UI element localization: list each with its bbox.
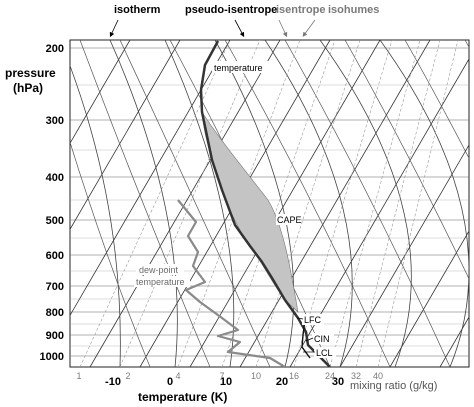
legend-isentrope: isentrope [276, 4, 326, 16]
legend-pseudo-isentrope: pseudo-isentrope [185, 4, 277, 16]
parcel-path [301, 319, 311, 359]
y-tick-500: 500 [46, 215, 64, 227]
mr-tick-10: 10 [251, 371, 261, 381]
diagram-grid [70, 40, 469, 367]
y-axis-ticks: 200 300 400 500 600 700 800 900 1000 [40, 43, 64, 363]
annotations: temperature CAPE dew-point temperature L… [134, 61, 336, 358]
legend-pseudo-isentrope-arrow [234, 19, 245, 38]
mixing-ratio-ticks: 1 2 4 7 10 16 24 32 40 [76, 371, 383, 381]
y-tick-200: 200 [46, 43, 64, 55]
cape-annotation: CAPE [277, 215, 302, 225]
legend-isotherm-arrow [109, 19, 119, 38]
legend-isotherm: isotherm [114, 4, 161, 16]
plot-frame [69, 39, 470, 368]
temp-tick-0: 0 [167, 376, 173, 388]
y-tick-1000: 1000 [40, 351, 64, 363]
mr-tick-1: 1 [76, 371, 81, 381]
temp-tick-30: 30 [332, 376, 344, 388]
cin-pointer [305, 337, 314, 342]
y-tick-600: 600 [46, 250, 64, 262]
legend-isentrope-arrow [278, 19, 288, 38]
y-tick-700: 700 [46, 281, 64, 293]
mr-tick-4: 4 [175, 371, 180, 381]
dewpoint-annotation-line1: dew-point [139, 265, 179, 275]
lfc-pointer [296, 317, 304, 320]
dewpoint-profile [177, 199, 286, 367]
mr-tick-16: 16 [289, 371, 299, 381]
y-axis-title-line2: (hPa) [13, 81, 43, 95]
temperature-profile [199, 40, 331, 367]
temp-tick-20: 20 [276, 376, 288, 388]
mr-tick-24: 24 [325, 371, 335, 381]
mr-tick-7: 7 [219, 371, 224, 381]
legend-isohumes-arrow [302, 19, 316, 37]
mr-tick-2: 2 [125, 371, 130, 381]
isohume-lines [79, 40, 459, 367]
dewpoint-annotation-line2: temperature [136, 277, 185, 287]
mr-tick-32: 32 [351, 371, 361, 381]
y-tick-900: 900 [46, 330, 64, 342]
temperature-ticks: -10 0 10 20 30 [105, 376, 344, 388]
legend: isotherm pseudo-isentrope isentrope isoh… [109, 4, 379, 38]
isobar-lines [70, 47, 469, 357]
y-axis-title-line1: pressure [5, 66, 56, 80]
y-tick-300: 300 [46, 115, 64, 127]
mixing-ratio-label: mixing ratio (g/kg) [350, 380, 437, 392]
y-tick-800: 800 [46, 307, 64, 319]
legend-isohumes: isohumes [328, 4, 379, 16]
lfc-annotation: LFC [304, 315, 322, 325]
cin-annotation: CIN [314, 334, 330, 344]
x-axis-title: temperature (K) [138, 390, 227, 404]
temperature-annotation: temperature [214, 63, 263, 73]
lcl-annotation: LCL [316, 348, 333, 358]
y-tick-400: 400 [46, 172, 64, 184]
temp-tick-minus10: -10 [105, 376, 121, 388]
mr-tick-40: 40 [373, 371, 383, 381]
temp-tick-10: 10 [220, 376, 232, 388]
